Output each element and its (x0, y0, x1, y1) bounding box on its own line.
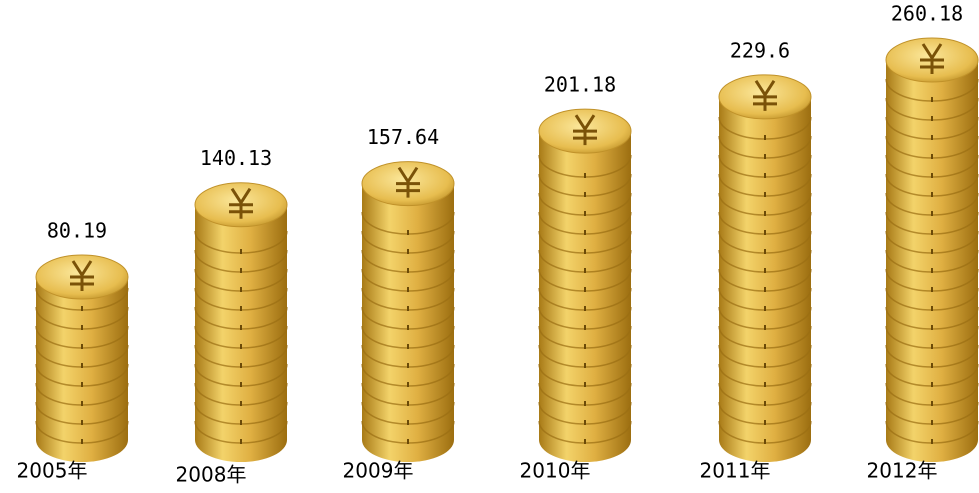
stack-side (195, 204, 287, 440)
coin-stack (35, 254, 129, 462)
coin-stack (538, 108, 632, 462)
value-label: 80.19 (47, 219, 107, 243)
x-tick-label: 2005年 (17, 459, 88, 483)
x-tick-label: 2010年 (520, 459, 591, 483)
stack-side (362, 183, 454, 441)
coin-stack (718, 74, 812, 462)
coin-stack (885, 37, 979, 462)
coin-stack (194, 182, 288, 462)
value-label: 157.64 (367, 125, 439, 149)
value-label: 229.6 (730, 38, 790, 62)
value-label: 140.13 (200, 146, 272, 170)
value-label: 260.18 (891, 2, 963, 26)
x-tick-label: 2009年 (343, 459, 414, 483)
stack-side (36, 277, 128, 440)
value-label: 201.18 (544, 73, 616, 97)
yuan-symbol (70, 260, 94, 291)
x-tick-label: 2008年 (176, 463, 247, 487)
x-tick-label: 2011年 (700, 459, 771, 483)
yuan-symbol (753, 80, 777, 111)
yuan-symbol (396, 166, 420, 198)
yuan-symbol (920, 43, 944, 74)
yuan-symbol (229, 187, 253, 219)
coin-stack (361, 161, 455, 462)
x-tick-label: 2012年 (867, 459, 938, 483)
yuan-symbol (573, 114, 597, 146)
